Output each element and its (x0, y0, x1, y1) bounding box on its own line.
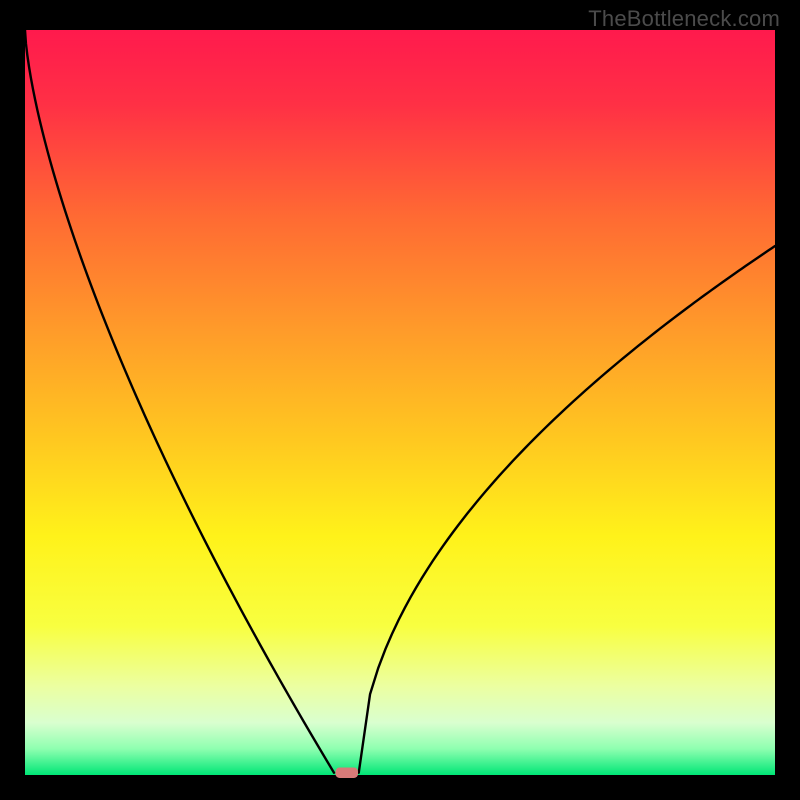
chart-container: TheBottleneck.com (0, 0, 800, 800)
plot-area (25, 30, 775, 775)
watermark-text: TheBottleneck.com (588, 6, 780, 32)
optimal-marker (336, 768, 359, 778)
chart-svg (0, 0, 800, 800)
